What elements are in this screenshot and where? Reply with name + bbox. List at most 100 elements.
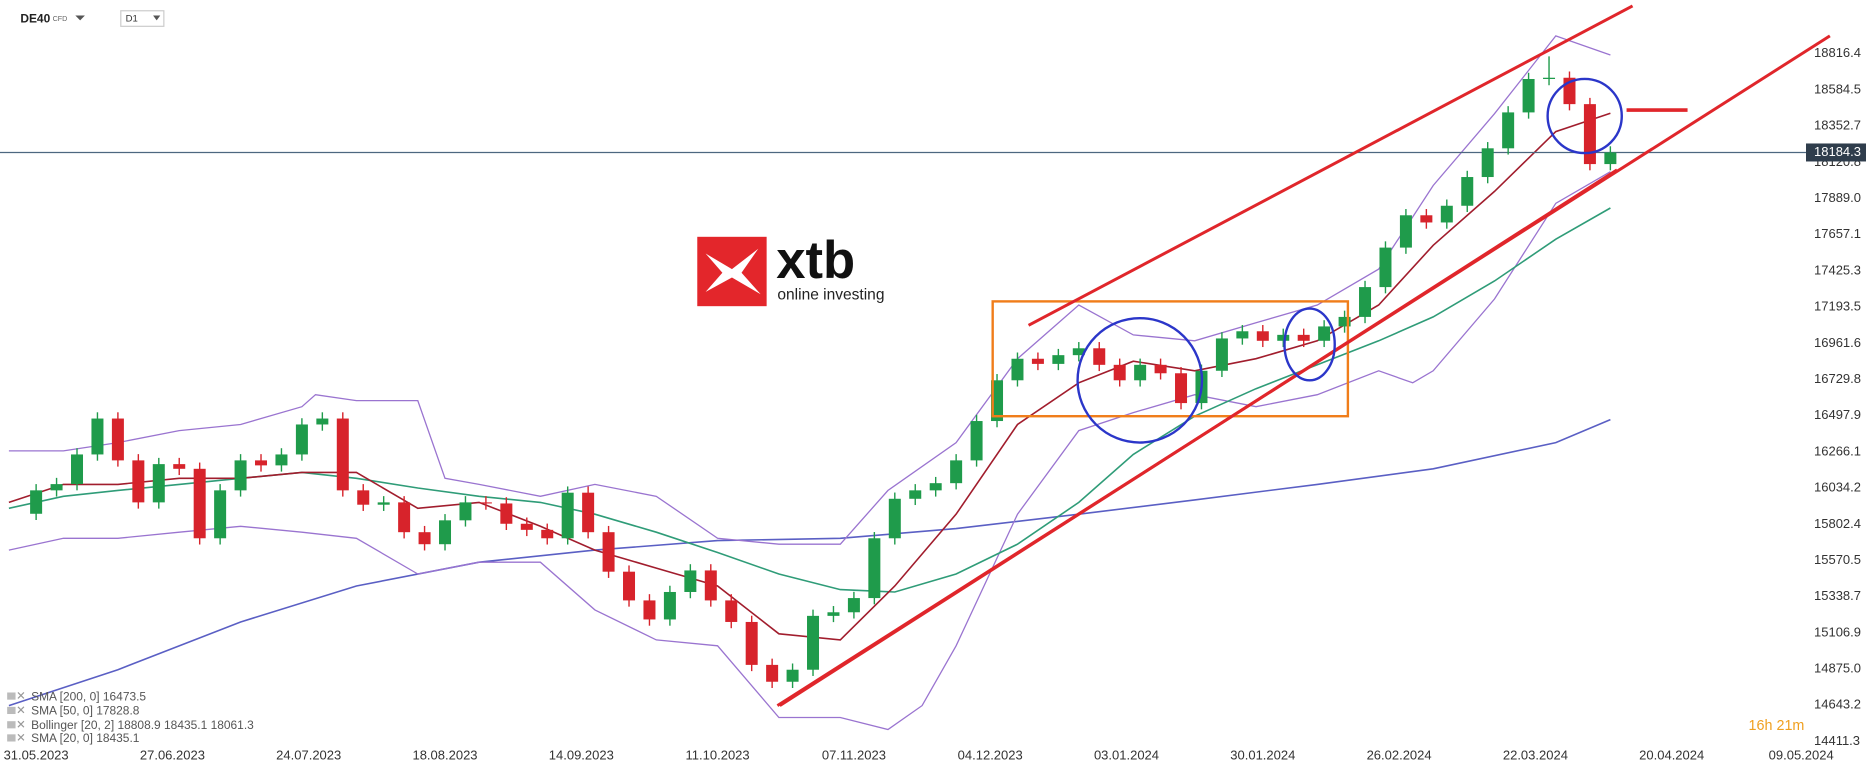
candle-body [234,460,247,491]
legend-entry: SMA [200, 0] 16473.5 [31,689,146,703]
price-tag [1806,143,1866,162]
timeframe[interactable]: D1 [126,14,138,25]
candle-body [725,600,738,622]
y-tick-label: 15106.9 [1814,624,1861,639]
y-tick-label: 16497.9 [1814,407,1861,422]
range-box [991,300,1350,418]
highlight-circle [1076,316,1204,444]
candle-body [1256,331,1269,341]
x-tick-label: 04.12.2023 [958,747,1023,762]
x-tick-label: 30.01.2024 [1230,747,1295,762]
dropdown-arrow[interactable] [153,15,161,21]
candle-body [418,532,431,545]
candle-body [336,418,349,491]
y-tick-label: 15802.4 [1814,516,1861,531]
x-tick-label: 24.07.2023 [276,747,341,762]
candle-body [1481,148,1494,178]
candle-body [1297,334,1310,341]
candle-body [827,612,840,616]
candle-body [991,380,1004,422]
logo-tagline: online investing [777,287,884,304]
candle-body [520,523,533,530]
y-tick-label: 17193.5 [1814,299,1861,314]
candle-body [50,484,63,491]
candle-body [541,529,554,539]
instrument-type: CFD [53,15,68,23]
candle-body [1236,331,1249,339]
y-tick-label: 16961.6 [1814,335,1861,350]
highlight-circle [1283,307,1336,382]
candle-body [643,600,656,620]
legend-entry: Bollinger [20, 2] 18808.9 18435.1 18061.… [31,718,254,732]
candle-body [111,418,124,461]
indicator-line [8,35,1611,545]
indicator-lines [0,35,1806,731]
y-tick-label: 15338.7 [1814,588,1861,603]
y-tick-label: 15570.5 [1814,552,1861,567]
candle-body [1072,348,1085,356]
legend-entry: SMA [50, 0] 17828.8 [31,704,140,718]
indicator-line [8,418,1611,707]
candle-body [1113,364,1126,381]
y-tick-label: 14643.2 [1814,697,1861,712]
candle-body [91,418,104,455]
highlight-circle [1546,77,1623,155]
x-tick-label: 03.01.2024 [1094,747,1159,762]
y-tick-label: 16266.1 [1814,443,1861,458]
candle-body [1154,364,1167,374]
candle-body [602,532,615,572]
candle-body [1379,247,1392,288]
candle-body [214,490,227,539]
candle-body [71,454,84,485]
x-tick-label: 31.05.2023 [4,747,69,762]
candle-body [357,490,370,505]
logo-x [705,248,761,295]
logo-brand: xtb [776,231,855,290]
y-tick-label: 17889.0 [1814,190,1861,205]
x-tick-label: 27.06.2023 [140,747,205,762]
candle-body [663,591,676,620]
candle-body [766,664,779,682]
candle-body [398,502,411,533]
candle-body [1277,334,1290,341]
drawings: xtb online investing DE40 CFD D1 16h 21m [7,4,1831,742]
dropdown-arrow[interactable] [75,15,85,21]
legend: SMA [200, 0] 16473.5 SMA [50, 0] 17828.8… [31,689,254,745]
candle-body [132,460,145,503]
x-tick-label: 07.11.2023 [822,747,886,762]
candles [30,56,1617,688]
candle-body [377,502,390,505]
countdown: 16h 21m [1749,718,1805,734]
candle-body [316,418,329,425]
candle-body [1522,78,1535,113]
y-tick-label: 17657.1 [1814,226,1861,241]
candle-body [929,483,942,491]
symbol[interactable]: DE40 [20,11,50,25]
candle-body [1583,104,1596,165]
candle-body [868,538,881,599]
x-tick-label: 09.05.2024 [1769,747,1834,762]
candle-body [1134,364,1147,381]
candle-body [582,492,595,533]
indicator-line [8,171,1611,731]
candle-body [909,490,922,499]
x-tick-label: 11.10.2023 [686,747,750,762]
y-tick-label: 18816.4 [1814,45,1861,60]
x-tick-label: 22.03.2024 [1503,747,1568,762]
x-tick-label: 18.08.2023 [412,747,477,762]
candle-body [786,669,799,682]
y-tick-label: 14875.0 [1814,661,1861,676]
timeframe-box[interactable] [120,10,165,27]
candle-body [275,454,288,466]
candle-body [807,615,820,670]
candle-body [439,520,452,545]
candle-body [1011,358,1024,381]
candle-body [459,502,472,521]
candle-body [847,598,860,613]
price-tag-label: 18184.3 [1814,144,1861,159]
candle-body [950,460,963,484]
candle-body [173,464,186,469]
y-tick-label: 18352.7 [1814,118,1861,133]
